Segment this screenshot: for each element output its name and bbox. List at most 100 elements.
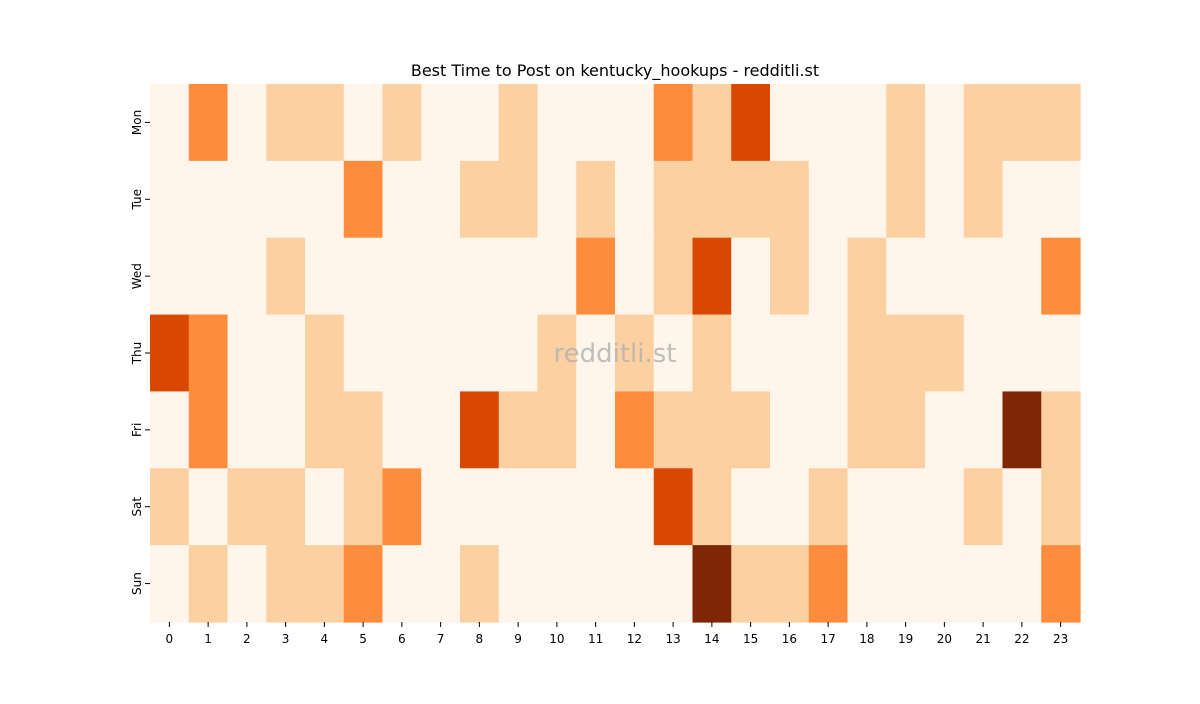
heatmap-cell: [653, 84, 694, 162]
y-tick-label: Sat: [130, 497, 144, 517]
heatmap-cell: [343, 545, 384, 623]
watermark: redditli.st: [554, 339, 677, 369]
heatmap-cell: [150, 160, 190, 239]
heatmap-cell: [266, 468, 306, 546]
heatmap-cell: [615, 84, 655, 162]
heatmap-cell: [460, 314, 500, 393]
heatmap-cell: [188, 237, 229, 316]
heatmap-cell: [305, 314, 345, 393]
x-tick-label: 0: [166, 632, 174, 646]
heatmap-cell: [1041, 391, 1081, 469]
heatmap-cell: [808, 468, 849, 546]
x-tick-label: 10: [549, 632, 564, 646]
heatmap-cell: [886, 237, 926, 316]
y-tick-label: Fri: [130, 423, 144, 437]
heatmap-cell: [150, 391, 190, 469]
heatmap-cell: [343, 314, 384, 393]
heatmap-cell: [925, 314, 965, 393]
heatmap-cell: [227, 84, 267, 162]
heatmap-cell: [1002, 468, 1042, 546]
heatmap-cell: [615, 314, 655, 393]
heatmap-cell: [886, 391, 926, 469]
y-tick-label: Mon: [130, 110, 144, 135]
x-tick-label: 20: [937, 632, 952, 646]
x-tick-label: 8: [476, 632, 484, 646]
heatmap-cell: [305, 468, 345, 546]
heatmap-cell: [808, 391, 849, 469]
heatmap-cell: [460, 545, 500, 623]
heatmap-cell: [537, 314, 577, 393]
heatmap-cell: [576, 468, 616, 546]
heatmap-cell: [266, 160, 306, 239]
y-tick-label: Wed: [130, 263, 144, 289]
x-tick-label: 21: [975, 632, 990, 646]
heatmap-cell: [886, 160, 926, 239]
heatmap-cell: [421, 160, 461, 239]
heatmap-cell: [1041, 314, 1081, 393]
heatmap-cell: [227, 468, 267, 546]
heatmap-cell: [847, 314, 887, 393]
heatmap-cell: [460, 84, 500, 162]
heatmap-cell: [150, 468, 190, 546]
heatmap-cell: [692, 545, 732, 623]
heatmap-cell: [498, 314, 539, 393]
heatmap-cell: [615, 391, 655, 469]
heatmap-cell: [1002, 545, 1042, 623]
heatmap-cell: [692, 237, 732, 316]
heatmap-cell: [460, 391, 500, 469]
heatmap-cell: [770, 84, 810, 162]
heatmap-cell: [886, 545, 926, 623]
heatmap-cell: [808, 160, 849, 239]
x-tick-label: 19: [898, 632, 913, 646]
heatmap-cell: [266, 84, 306, 162]
heatmap-cell: [266, 237, 306, 316]
x-tick-label: 5: [359, 632, 367, 646]
heatmap-cell: [653, 468, 694, 546]
heatmap-cell: [305, 84, 345, 162]
heatmap-cell: [692, 468, 732, 546]
heatmap-cell: [537, 468, 577, 546]
heatmap-cell: [770, 237, 810, 316]
heatmap-cell: [382, 314, 422, 393]
heatmap-cell: [925, 391, 965, 469]
heatmap-cell: [692, 391, 732, 469]
heatmap-cell: [1002, 84, 1042, 162]
heatmap-cell: [653, 237, 694, 316]
x-tick-label: 1: [204, 632, 212, 646]
heatmap-cell: [847, 237, 887, 316]
heatmap-cell: [963, 160, 1004, 239]
heatmap-cell: [692, 314, 732, 393]
heatmap-cell: [537, 84, 577, 162]
heatmap-cell: [150, 545, 190, 623]
heatmap-cell: [576, 545, 616, 623]
heatmap-cell: [808, 545, 849, 623]
y-tick-label: Thu: [130, 342, 144, 366]
heatmap-cell: [498, 545, 539, 623]
heatmap-cell: [343, 84, 384, 162]
heatmap-cell: [305, 160, 345, 239]
heatmap-cell: [227, 160, 267, 239]
heatmap-cell: [266, 391, 306, 469]
heatmap-cell: [537, 237, 577, 316]
heatmap-cell: [770, 468, 810, 546]
heatmap-cell: [963, 314, 1004, 393]
x-tick-label: 17: [820, 632, 835, 646]
x-tick-label: 12: [627, 632, 642, 646]
heatmap-cell: [150, 237, 190, 316]
y-tick-label: Tue: [130, 189, 144, 211]
heatmap-cell: [343, 468, 384, 546]
heatmap-cell: [615, 160, 655, 239]
heatmap-cell: [382, 160, 422, 239]
heatmap-cell: [963, 468, 1004, 546]
heatmap-cell: [343, 237, 384, 316]
x-tick-label: 9: [514, 632, 522, 646]
heatmap-cell: [576, 314, 616, 393]
heatmap-cell: [808, 314, 849, 393]
heatmap-cell: [498, 160, 539, 239]
heatmap-cell: [421, 468, 461, 546]
heatmap-cell: [770, 160, 810, 239]
x-tick-label: 3: [282, 632, 290, 646]
heatmap-cell: [537, 545, 577, 623]
heatmap-cell: [731, 545, 771, 623]
